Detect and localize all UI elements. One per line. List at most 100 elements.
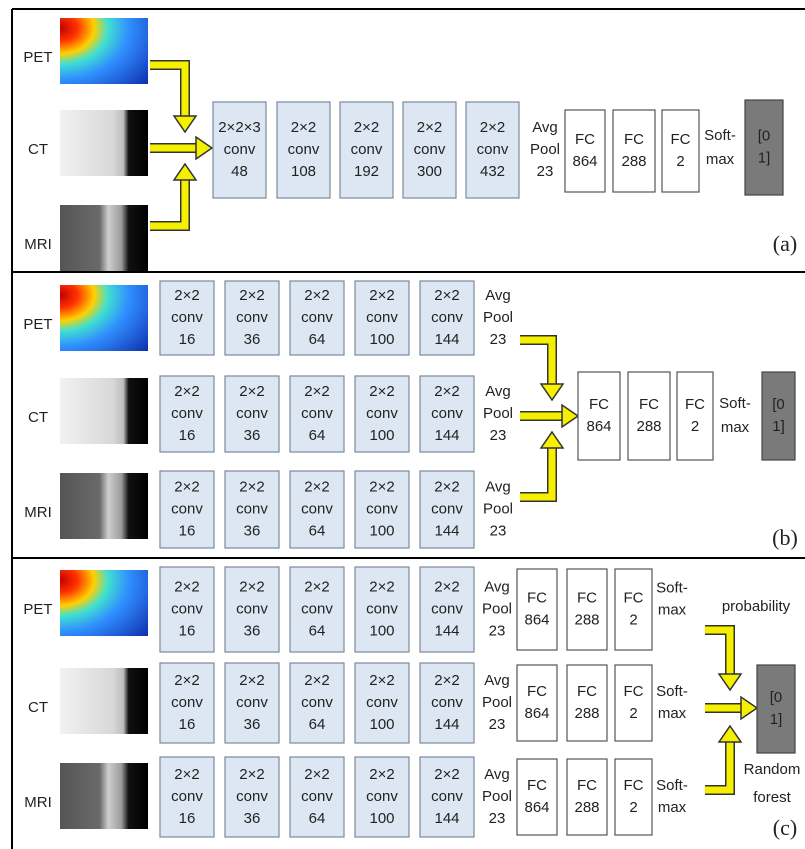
- conv-block-text: conv: [236, 500, 268, 517]
- fc-block-text: 2: [691, 418, 699, 435]
- conv-block-text: conv: [171, 788, 203, 805]
- arrow-outline: [520, 446, 552, 497]
- fc-block-text: FC: [577, 777, 597, 794]
- fc-block-text: 2: [629, 705, 637, 722]
- output-block-text: 1]: [770, 711, 783, 728]
- conv-block-text: 2×2: [174, 383, 199, 400]
- conv-block-text: 432: [480, 163, 505, 180]
- pool-text: Pool: [483, 309, 513, 326]
- output-block-text: [0: [758, 127, 771, 144]
- conv-block-text: 2×2: [369, 478, 394, 495]
- fc-block-text: 2: [676, 153, 684, 170]
- output-block-text: 1]: [772, 418, 785, 435]
- conv-block-text: 144: [434, 522, 459, 539]
- conv-block-text: 100: [369, 427, 394, 444]
- arrow: [150, 178, 185, 226]
- conv-block-text: conv: [236, 788, 268, 805]
- softmax-text: max: [658, 799, 687, 816]
- conv-block-text: 64: [309, 622, 326, 639]
- conv-block-text: conv: [301, 788, 333, 805]
- conv-block-text: 36: [244, 522, 261, 539]
- conv-block-text: 2×2: [304, 766, 329, 783]
- conv-block-text: conv: [171, 405, 203, 422]
- conv-block-text: conv: [171, 309, 203, 326]
- arrow-head: [196, 137, 212, 159]
- conv-block-text: 2×2: [434, 672, 459, 689]
- fc-block-text: FC: [624, 777, 644, 794]
- pool-text: Avg: [485, 478, 511, 495]
- fc-block: [613, 110, 655, 192]
- fc-block-text: 288: [574, 799, 599, 816]
- panel-label: (a): [773, 231, 797, 256]
- conv-block-text: 48: [231, 163, 248, 180]
- fc-block-text: FC: [527, 777, 547, 794]
- conv-block-text: conv: [431, 309, 463, 326]
- fc-block-text: 864: [586, 418, 611, 435]
- conv-block-text: 2×2: [354, 119, 379, 136]
- input-image: [60, 473, 148, 539]
- conv-block-text: conv: [431, 405, 463, 422]
- conv-block-text: 100: [369, 331, 394, 348]
- fc-block-text: 288: [636, 418, 661, 435]
- fc-block-text: FC: [527, 589, 547, 606]
- conv-block-text: conv: [366, 694, 398, 711]
- output-block: [745, 100, 783, 195]
- conv-block-text: 2×2: [239, 287, 264, 304]
- input-label: PET: [23, 49, 52, 66]
- arrow-head: [541, 432, 563, 448]
- conv-block-text: 2×2: [239, 578, 264, 595]
- conv-block-text: 36: [244, 331, 261, 348]
- conv-block-text: 16: [179, 622, 196, 639]
- conv-block-text: 300: [417, 163, 442, 180]
- pool-text: Pool: [483, 405, 513, 422]
- conv-block-text: 144: [434, 716, 459, 733]
- fc-block-text: FC: [527, 683, 547, 700]
- arrow-outline: [705, 630, 730, 676]
- fc-block: [615, 665, 652, 741]
- conv-block-text: 64: [309, 810, 326, 827]
- softmax-text: Soft-: [656, 777, 688, 794]
- conv-block-text: 2×2: [434, 287, 459, 304]
- pool-text: 23: [490, 427, 507, 444]
- fc-block-text: FC: [624, 683, 644, 700]
- conv-block-text: conv: [366, 500, 398, 517]
- conv-block-text: conv: [171, 500, 203, 517]
- arrow-head: [562, 405, 578, 427]
- conv-block-text: 2×2: [417, 119, 442, 136]
- fc-block: [567, 569, 607, 650]
- conv-block-text: 2×2: [304, 578, 329, 595]
- fc-block: [517, 569, 557, 650]
- fc-block-text: FC: [639, 396, 659, 413]
- pool-text: Avg: [485, 287, 511, 304]
- softmax-text: max: [721, 419, 750, 436]
- output-block-text: [0: [770, 689, 783, 706]
- arrow-head: [174, 116, 196, 132]
- fusion-text: forest: [753, 789, 791, 806]
- arrow-head: [719, 726, 741, 742]
- conv-block-text: 2×2: [174, 578, 199, 595]
- output-block: [757, 665, 795, 753]
- conv-block-text: 2×2×3: [218, 119, 261, 136]
- conv-block-text: conv: [236, 309, 268, 326]
- input-image: [60, 378, 148, 444]
- arrow-outline: [150, 178, 185, 226]
- pool-text: Pool: [482, 694, 512, 711]
- fc-block-text: FC: [624, 131, 644, 148]
- input-label: CT: [28, 141, 48, 158]
- conv-block-text: 2×2: [239, 383, 264, 400]
- conv-block-text: 16: [179, 810, 196, 827]
- pool-text: Pool: [482, 600, 512, 617]
- input-image: [60, 18, 148, 84]
- fc-block-text: 288: [574, 611, 599, 628]
- diagram: PETCTMRI2×2×3conv482×2conv1082×2conv1922…: [0, 0, 805, 849]
- pool-text: Avg: [484, 672, 510, 689]
- fc-block: [517, 665, 557, 741]
- conv-block-text: 192: [354, 163, 379, 180]
- input-image: [60, 285, 148, 351]
- pool-text: Pool: [483, 500, 513, 517]
- conv-block-text: 64: [309, 427, 326, 444]
- conv-block-text: 2×2: [434, 766, 459, 783]
- input-label: MRI: [24, 236, 52, 253]
- fc-block: [677, 372, 713, 460]
- conv-block-text: 2×2: [304, 287, 329, 304]
